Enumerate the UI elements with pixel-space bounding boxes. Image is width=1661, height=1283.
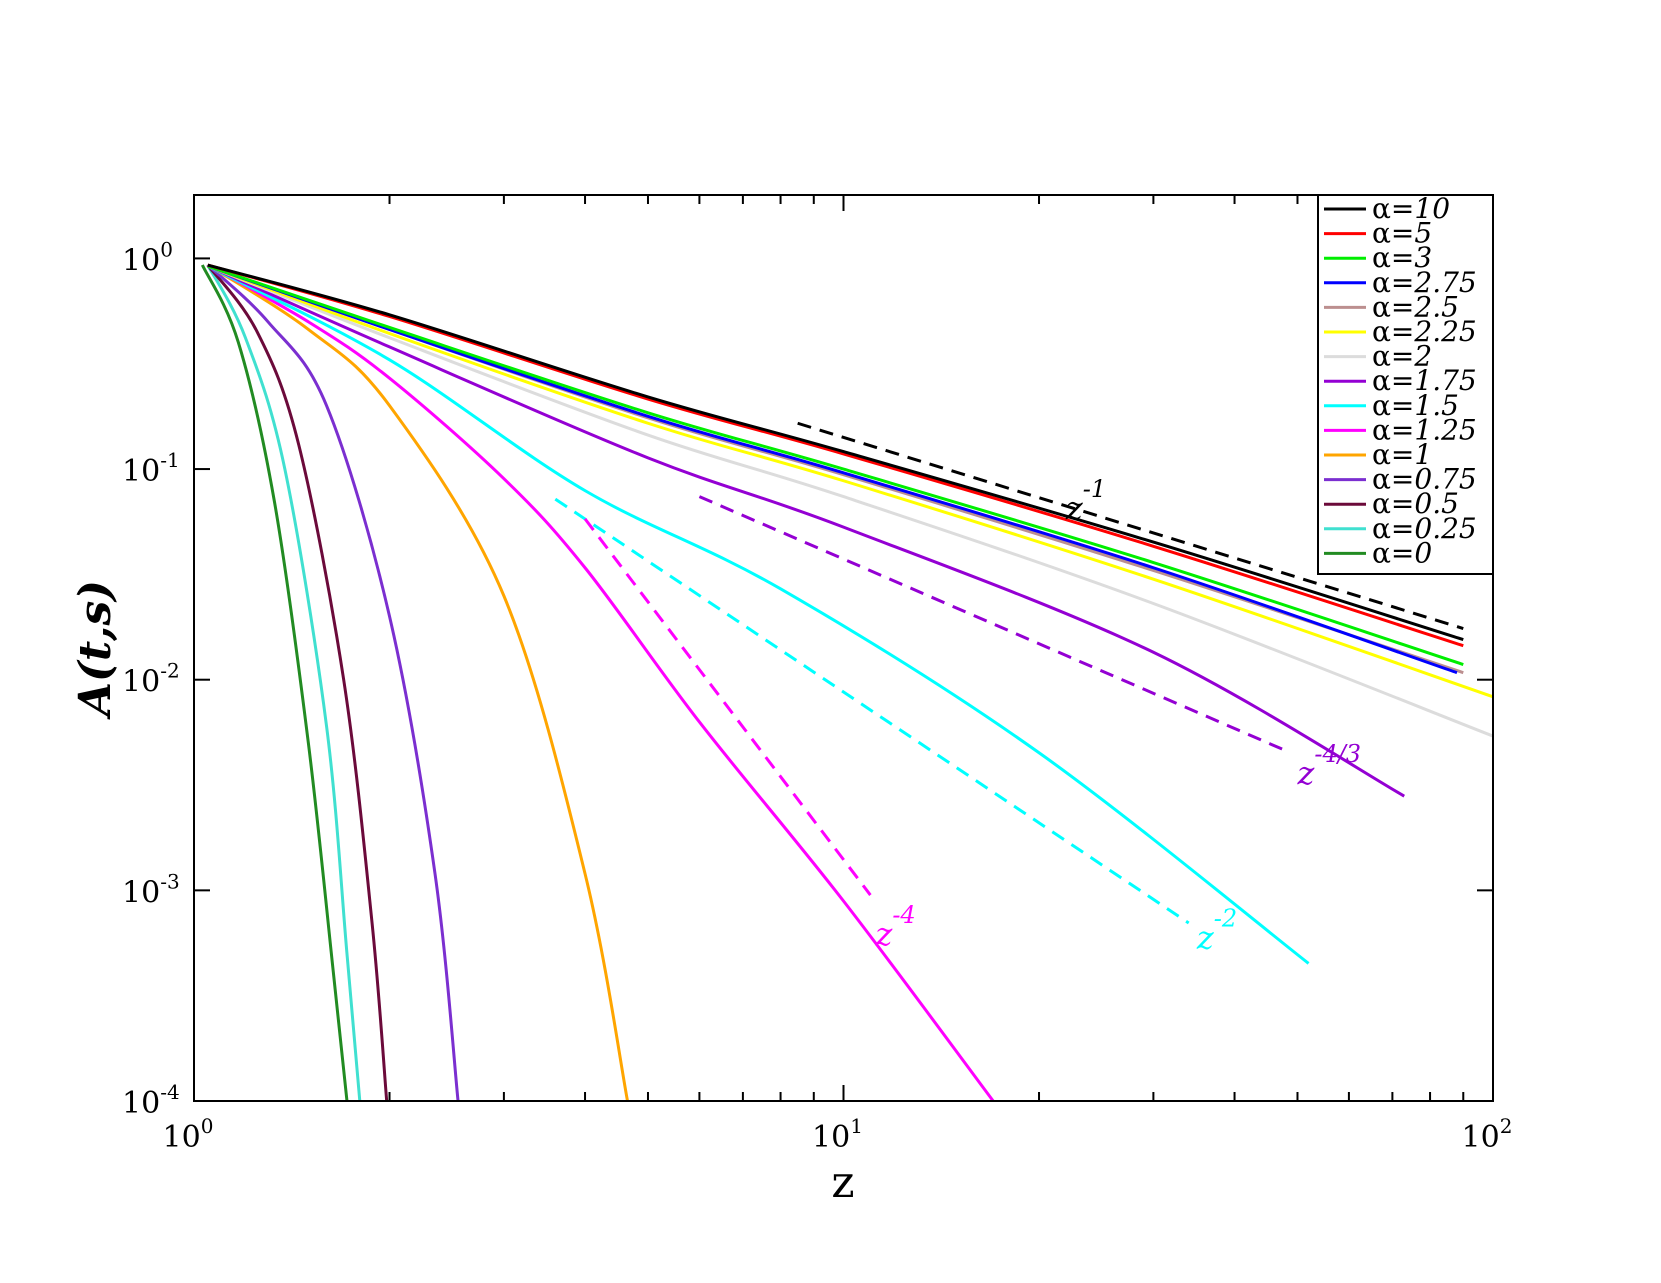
reference-line-0	[797, 421, 1464, 630]
legend-entry-alpha-2.75: α=2.75	[1372, 266, 1477, 299]
legend-entry-alpha-2.5: α=2.5	[1372, 290, 1459, 323]
legend-entry-alpha-0: α=0	[1372, 536, 1432, 569]
series-line-alpha-1	[206, 263, 629, 1101]
series-line-alpha-0.75	[206, 263, 460, 1101]
reference-line-2	[554, 497, 1190, 925]
series-layer	[200, 263, 1493, 1101]
legend-entry-alpha-0.25: α=0.25	[1372, 512, 1477, 545]
y-tick-label: 100	[122, 237, 173, 278]
series-line-alpha-1.75	[207, 264, 1405, 798]
legend-entry-alpha-2: α=2	[1372, 340, 1432, 373]
series-line-alpha-0	[200, 264, 349, 1101]
legend-entry-alpha-1: α=1	[1372, 438, 1432, 471]
series-line-alpha-3	[207, 264, 1464, 666]
legend: α=10α=5α=3α=2.75α=2.5α=2.25α=2α=1.75α=1.…	[1317, 192, 1494, 575]
legend-entry-alpha-2.25: α=2.25	[1372, 315, 1477, 348]
series-line-alpha-5	[207, 263, 1464, 648]
legend-entry-alpha-1.75: α=1.75	[1372, 364, 1477, 397]
legend-entry-alpha-1.5: α=1.5	[1372, 389, 1459, 422]
series-line-alpha-0.25	[206, 264, 362, 1101]
series-line-alpha-2	[207, 264, 1493, 738]
series-line-alpha-0.5	[206, 264, 389, 1101]
legend-entry-alpha-5: α=5	[1372, 217, 1432, 250]
reference-line-3	[583, 517, 872, 896]
legend-entry-alpha-1.25: α=1.25	[1372, 413, 1477, 446]
reference-line-1	[698, 495, 1287, 753]
series-line-alpha-2.75	[207, 264, 1458, 675]
legend-entry-alpha-0.5: α=0.5	[1372, 487, 1459, 520]
legend-entry-alpha-0.75: α=0.75	[1372, 463, 1477, 496]
series-line-alpha-1.5	[207, 264, 1310, 965]
series-line-alpha-1.25	[207, 263, 995, 1101]
series-line-alpha-10	[207, 263, 1464, 642]
y-axis-title: A(t,s)	[70, 580, 121, 720]
x-axis-title: z	[831, 1157, 854, 1208]
legend-entry-alpha-3: α=3	[1372, 241, 1432, 274]
series-line-alpha-2.25	[207, 264, 1493, 699]
legend-entry-alpha-10: α=10	[1372, 192, 1450, 225]
